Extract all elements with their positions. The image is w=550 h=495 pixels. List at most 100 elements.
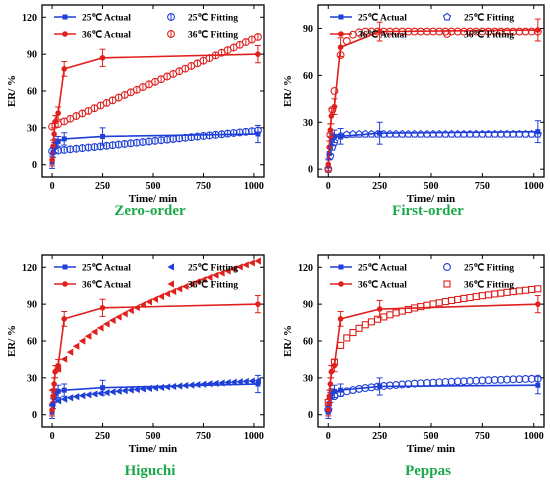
fit-point (48, 386, 56, 394)
fit-point (108, 141, 117, 150)
y-tick-label: 0 (308, 410, 313, 421)
fit-point (157, 136, 166, 145)
fit-point (385, 381, 394, 390)
chart-panel-4: 0 250 500 750 1000 0 30 60 90 120 Time/ min ER/ % 25… (282, 254, 545, 455)
fit-point (466, 376, 474, 385)
fit-point (218, 269, 225, 277)
fit-point (242, 261, 249, 269)
legend-item: 25℃ Fitting (443, 263, 514, 274)
fit-point (422, 27, 431, 36)
fit-point (78, 392, 86, 400)
y-tick-label: 90 (27, 50, 37, 61)
legend-label: 36℃ Fitting (188, 30, 238, 41)
series-actual-2 (49, 45, 261, 167)
x-tick-label: 500 (146, 431, 161, 442)
fit-point (373, 382, 382, 391)
fit-point (355, 324, 363, 332)
fit-point (392, 27, 401, 36)
fit-point (139, 301, 146, 309)
data-point (61, 316, 67, 322)
fit-point (527, 374, 536, 383)
fit-point (236, 263, 243, 271)
fit-point (503, 375, 511, 384)
legend-marker (62, 31, 68, 37)
legend-label: 25℃ Fitting (188, 263, 238, 274)
fit-point (328, 105, 337, 114)
legend-item: 25℃ Fitting (167, 263, 238, 274)
legend-marker (62, 281, 68, 287)
fit-point (435, 299, 443, 307)
fit-point (187, 381, 195, 389)
x-tick-label: 500 (146, 181, 161, 192)
fit-point (491, 290, 499, 298)
fit-point (459, 377, 468, 386)
x-tick-label: 500 (424, 431, 439, 442)
data-point (99, 305, 106, 311)
fit-point (453, 377, 462, 386)
fit-point (367, 318, 375, 326)
fit-point (509, 375, 518, 384)
fit-point (175, 285, 183, 293)
fit-point (127, 306, 134, 315)
y-tick-label: 60 (27, 337, 37, 348)
fit-point (515, 287, 523, 295)
fit-point (521, 27, 530, 36)
fit-point (223, 129, 232, 138)
fit-point (343, 334, 351, 342)
series-fitting-3 (324, 374, 542, 414)
x-tick-label: 1000 (524, 431, 544, 442)
fit-point (441, 298, 449, 306)
legend-marker (338, 14, 344, 20)
fit-point (127, 386, 134, 394)
fit-point (416, 27, 425, 36)
fit-point (242, 377, 249, 386)
data-point (100, 133, 106, 139)
fit-point (96, 389, 104, 397)
fit-point (509, 27, 518, 36)
legend-label: 25℃ Actual (358, 263, 407, 274)
fit-point (205, 131, 214, 140)
fit-point (435, 378, 444, 387)
legend-label: 36℃ Fitting (464, 280, 514, 291)
fit-point (102, 141, 111, 150)
series-fitting-4 (48, 32, 262, 131)
y-tick-label: 120 (22, 13, 37, 24)
fit-point (96, 142, 105, 151)
data-point (99, 55, 106, 61)
series-actual-2 (325, 18, 541, 172)
legend-label: 25℃ Fitting (464, 13, 514, 24)
legend-label: 36℃ Actual (82, 280, 131, 291)
fit-point (66, 394, 74, 402)
fit-point (361, 27, 370, 36)
series-fitting-3 (48, 126, 262, 156)
fit-point (48, 401, 56, 409)
legend-item: 36℃ Fitting (443, 280, 514, 291)
fit-point (109, 388, 116, 396)
data-point (325, 407, 332, 413)
fit-point (355, 28, 364, 37)
y-tick-label: 90 (27, 300, 37, 311)
fit-point (385, 27, 394, 36)
fit-point (484, 291, 493, 299)
fit-point (121, 387, 128, 395)
legend-item: 36℃ Actual (330, 30, 407, 41)
fit-point (205, 380, 213, 388)
fit-point (441, 378, 450, 386)
series-actual-1 (325, 120, 541, 173)
fit-point (392, 381, 401, 389)
fit-point (484, 27, 493, 36)
fit-point (72, 342, 80, 350)
x-tick-label: 750 (196, 181, 211, 192)
series-line (327, 303, 538, 410)
legend-marker (167, 263, 174, 271)
legend-item: 36℃ Actual (54, 280, 131, 291)
fit-point (157, 292, 165, 301)
y-tick-label: 30 (27, 123, 37, 134)
data-point (376, 306, 383, 312)
fit-point (324, 405, 333, 414)
x-axis-label: Time/ min (407, 443, 455, 455)
fit-point (404, 380, 413, 389)
fit-point (454, 295, 462, 304)
fit-point (503, 27, 511, 36)
